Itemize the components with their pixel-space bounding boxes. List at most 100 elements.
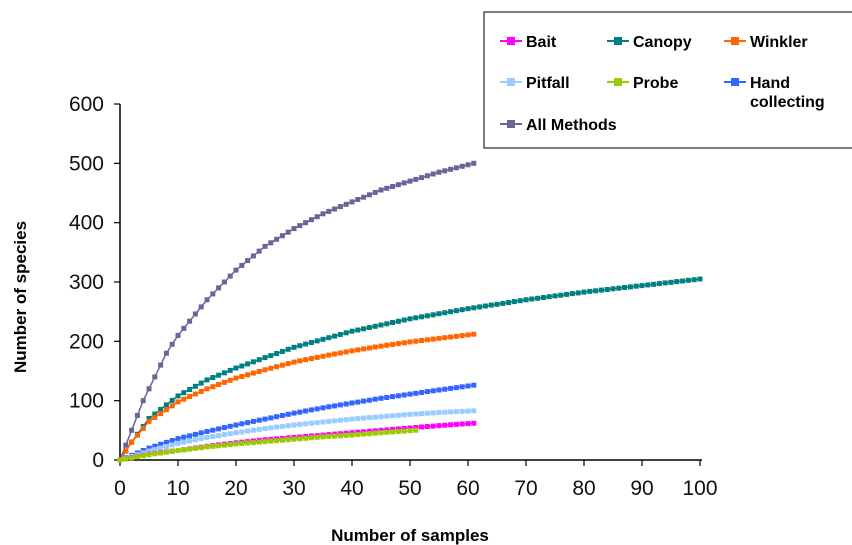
x-tick-label: 100 — [682, 477, 717, 500]
data-point — [134, 454, 140, 460]
data-point — [633, 283, 639, 289]
data-point — [471, 160, 477, 166]
data-point — [685, 277, 691, 283]
data-point — [471, 408, 477, 414]
series-canopy — [117, 276, 703, 463]
data-point — [210, 375, 216, 380]
legend-swatch-marker — [731, 37, 739, 45]
data-point — [477, 304, 483, 310]
legend: Bait Canopy Winkler Pitfall Probe Hand collect… — [483, 11, 852, 149]
legend-entry: Hand collecting — [724, 75, 825, 111]
legend-swatch-marker — [614, 78, 622, 86]
data-point — [158, 441, 164, 447]
data-point — [424, 410, 430, 416]
data-point — [395, 341, 401, 347]
series-layer — [117, 160, 703, 463]
data-point — [291, 436, 297, 442]
data-point — [227, 423, 233, 429]
data-point — [204, 444, 210, 450]
data-point — [233, 375, 239, 381]
y-tick-label: 0 — [92, 449, 104, 472]
data-point — [256, 357, 262, 363]
data-point — [622, 285, 628, 290]
data-point — [163, 449, 169, 455]
data-point — [204, 429, 210, 434]
data-point — [413, 411, 419, 417]
data-point — [436, 410, 442, 415]
data-point — [459, 421, 465, 427]
data-point — [303, 341, 309, 347]
legend-label: Bait — [526, 34, 557, 51]
data-point — [268, 365, 274, 371]
data-point — [274, 424, 280, 430]
data-point — [332, 333, 338, 339]
data-point — [256, 439, 262, 445]
data-point — [256, 248, 262, 254]
data-point — [424, 389, 430, 395]
data-point — [308, 217, 314, 223]
data-point — [123, 442, 129, 448]
data-point — [395, 426, 401, 432]
data-point — [407, 411, 413, 417]
data-point — [355, 347, 361, 353]
data-point — [198, 445, 204, 451]
data-point — [390, 394, 396, 400]
data-point — [233, 441, 239, 447]
data-point — [279, 413, 285, 418]
data-point — [210, 443, 216, 449]
data-point — [314, 406, 320, 412]
data-point — [343, 432, 349, 438]
data-point — [494, 301, 500, 307]
data-point — [593, 288, 599, 294]
x-tick-label: 80 — [572, 477, 595, 500]
data-point — [175, 399, 181, 405]
data-point — [442, 422, 448, 428]
data-point — [221, 379, 227, 385]
data-point — [134, 413, 140, 418]
data-point — [291, 226, 297, 232]
data-point — [459, 384, 465, 390]
data-point — [285, 346, 291, 352]
data-point — [129, 439, 135, 445]
axes: 0 10 20 30 40 50 60 70 80 90 100 0 100 200 300 400 500 60… — [69, 93, 718, 500]
data-point — [314, 434, 320, 440]
data-point — [610, 286, 616, 292]
series-all-methods — [117, 160, 477, 463]
data-point — [401, 317, 407, 323]
data-point — [146, 452, 152, 458]
data-point — [268, 415, 274, 421]
data-point — [279, 437, 285, 443]
x-tick-label: 40 — [340, 477, 363, 500]
data-point — [175, 393, 181, 399]
data-point — [384, 429, 390, 435]
data-point — [419, 175, 425, 181]
data-point — [343, 349, 349, 355]
data-point — [314, 354, 320, 360]
data-point — [343, 201, 349, 207]
data-point — [146, 386, 152, 392]
data-point — [332, 206, 338, 212]
data-point — [361, 326, 367, 332]
x-tick-label: 0 — [114, 477, 126, 500]
x-tick-label: 50 — [398, 477, 421, 500]
data-point — [314, 420, 320, 426]
data-point — [424, 173, 430, 179]
data-point — [297, 358, 303, 364]
data-point — [540, 295, 546, 300]
data-point — [343, 330, 349, 336]
data-point — [355, 399, 361, 405]
data-point — [274, 236, 280, 242]
series-winkler — [117, 331, 477, 463]
data-point — [152, 447, 158, 453]
data-point — [117, 457, 123, 463]
data-point — [152, 415, 158, 420]
data-point — [233, 267, 239, 273]
data-point — [140, 398, 146, 404]
data-point — [366, 431, 372, 437]
data-point — [546, 294, 552, 300]
data-point — [349, 348, 355, 354]
data-point — [239, 429, 245, 435]
data-point — [169, 448, 175, 454]
data-point — [187, 446, 193, 452]
data-point — [204, 435, 210, 440]
